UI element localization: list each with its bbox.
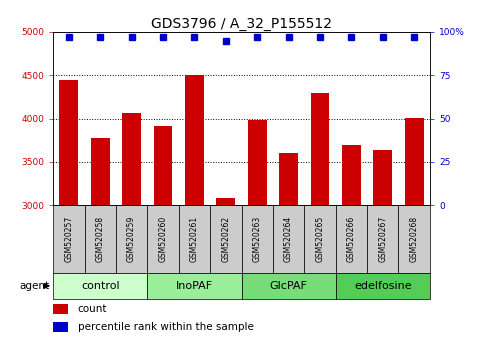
Text: GSM520266: GSM520266	[347, 216, 356, 262]
Text: GSM520262: GSM520262	[221, 216, 230, 262]
Text: GSM520258: GSM520258	[96, 216, 105, 262]
Bar	[336, 273, 430, 299]
Bar	[53, 273, 147, 299]
Bar	[179, 205, 210, 273]
Bar	[367, 205, 398, 273]
Bar	[53, 322, 68, 332]
Text: GlcPAF: GlcPAF	[270, 281, 308, 291]
Text: InoPAF: InoPAF	[176, 281, 213, 291]
Bar	[398, 205, 430, 273]
Text: GSM520267: GSM520267	[378, 216, 387, 262]
Text: GSM520261: GSM520261	[190, 216, 199, 262]
Text: percentile rank within the sample: percentile rank within the sample	[78, 322, 254, 332]
Bar	[273, 205, 304, 273]
Bar	[147, 273, 242, 299]
Bar	[59, 80, 78, 205]
Bar	[342, 144, 361, 205]
Text: GSM520265: GSM520265	[315, 216, 325, 262]
Bar	[405, 118, 424, 205]
Bar	[336, 205, 367, 273]
Bar	[53, 205, 85, 273]
Bar	[216, 198, 235, 205]
Text: edelfosine: edelfosine	[354, 281, 412, 291]
Bar	[85, 205, 116, 273]
Text: GSM520264: GSM520264	[284, 216, 293, 262]
Bar	[311, 93, 329, 205]
Bar	[304, 205, 336, 273]
Bar	[373, 150, 392, 205]
Bar	[242, 205, 273, 273]
Bar	[53, 304, 68, 314]
Text: control: control	[81, 281, 119, 291]
Bar	[91, 138, 110, 205]
Bar	[147, 205, 179, 273]
Bar	[279, 153, 298, 205]
Text: GSM520257: GSM520257	[64, 216, 73, 262]
Text: GSM520263: GSM520263	[253, 216, 262, 262]
Text: GSM520259: GSM520259	[127, 216, 136, 262]
Text: GSM520260: GSM520260	[158, 216, 168, 262]
Bar	[248, 120, 267, 205]
Bar	[242, 273, 336, 299]
Text: agent: agent	[19, 281, 49, 291]
Text: count: count	[78, 304, 107, 314]
Bar	[154, 126, 172, 205]
Bar	[210, 205, 242, 273]
Bar	[122, 113, 141, 205]
Title: GDS3796 / A_32_P155512: GDS3796 / A_32_P155512	[151, 17, 332, 31]
Text: GSM520268: GSM520268	[410, 216, 419, 262]
Bar	[116, 205, 147, 273]
Bar	[185, 75, 204, 205]
